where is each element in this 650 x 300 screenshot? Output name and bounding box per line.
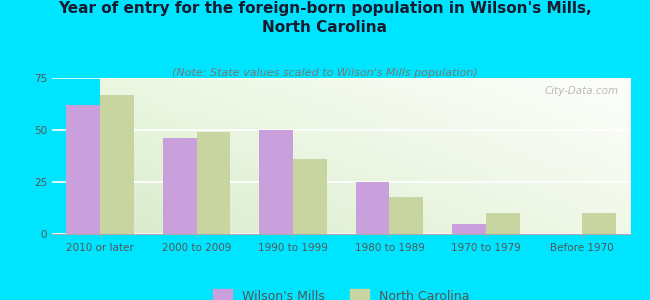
Bar xyxy=(100,94,134,234)
Bar xyxy=(66,105,100,234)
Text: Year of entry for the foreign-born population in Wilson's Mills,
North Carolina: Year of entry for the foreign-born popul… xyxy=(58,2,592,35)
Bar xyxy=(163,138,196,234)
Bar xyxy=(452,224,486,234)
Text: (Note: State values scaled to Wilson's Mills population): (Note: State values scaled to Wilson's M… xyxy=(172,68,478,77)
Bar xyxy=(356,182,389,234)
Bar xyxy=(293,159,327,234)
Legend: Wilson's Mills, North Carolina: Wilson's Mills, North Carolina xyxy=(208,284,474,300)
Bar xyxy=(389,196,423,234)
Bar xyxy=(196,132,230,234)
Text: City-Data.com: City-Data.com xyxy=(545,86,619,96)
Bar xyxy=(582,213,616,234)
Bar xyxy=(259,130,293,234)
Bar xyxy=(486,213,519,234)
